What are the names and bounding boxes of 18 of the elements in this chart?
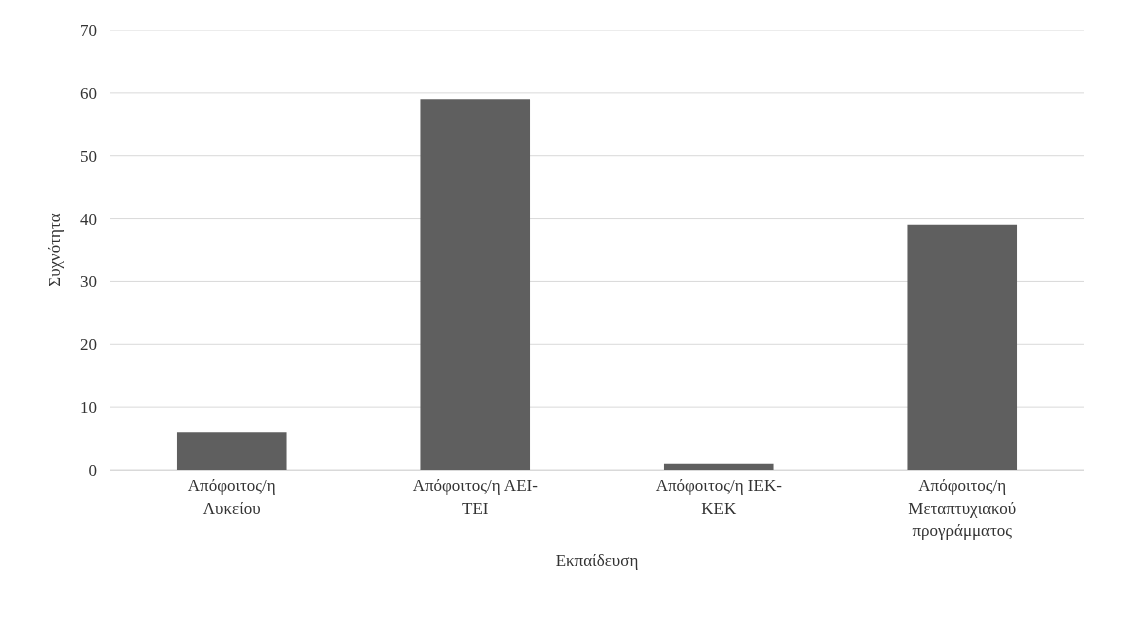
y-tick-label: 20 [80, 335, 97, 355]
y-tick-label: 10 [80, 398, 97, 418]
x-axis-title: Εκπαίδευση [555, 551, 639, 570]
y-tick-label: 50 [80, 146, 97, 166]
y-tick-label: 40 [80, 209, 97, 229]
bar [420, 99, 531, 470]
y-tick-label: 30 [80, 272, 97, 292]
y-tick-label: 70 [80, 20, 97, 40]
x-tick-label: Απόφοιτος/η Μεταπτυχιακού προγράμματος [908, 476, 1017, 540]
x-tick-label: Απόφοιτος/η ΑΕΙ-ΤΕΙ [412, 476, 539, 518]
bar [907, 224, 1018, 470]
y-axis-title: Συχνότητα [44, 213, 64, 287]
bar [663, 463, 774, 470]
bar [176, 432, 287, 470]
x-tick-label: Απόφοιτος/η Λυκείου [187, 476, 276, 518]
y-tick-label: 0 [88, 460, 97, 480]
y-tick-label: 60 [80, 83, 97, 103]
x-tick-label: Απόφοιτος/η ΙΕΚ-ΚΕΚ [655, 476, 783, 518]
